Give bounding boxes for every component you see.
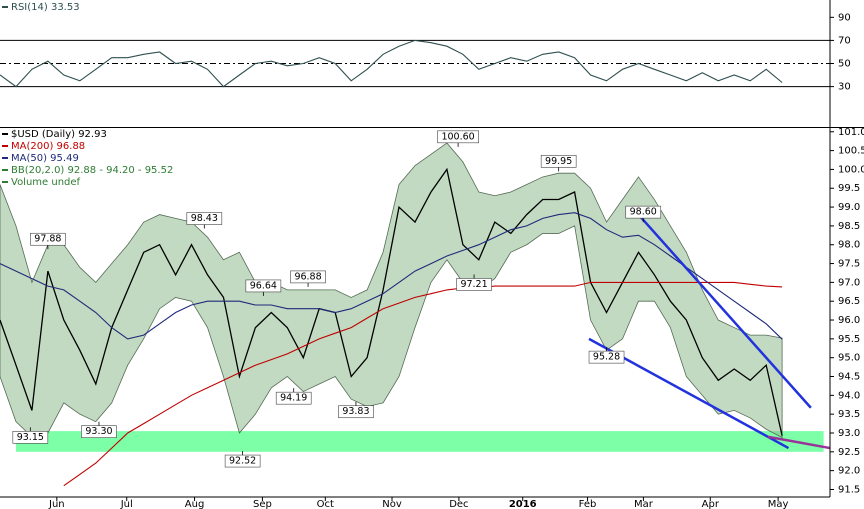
annotation-box [275, 391, 312, 405]
x-tick-label: Dec [449, 499, 468, 509]
y-tick-label: 100.0 [838, 164, 864, 175]
y-tick-label: 90 [838, 12, 851, 23]
x-tick-label: Mar [634, 499, 654, 509]
series-line [0, 212, 783, 340]
annotation-box [588, 350, 625, 364]
legend-swatch [2, 157, 8, 159]
y-tick-label: 94.5 [838, 372, 860, 383]
series-line [0, 167, 783, 436]
x-tick-label: Jul [120, 499, 133, 509]
trendline [637, 213, 812, 409]
annotation-box [625, 205, 662, 219]
series-line [0, 39, 783, 88]
annotation-box [540, 155, 577, 168]
legend-swatch [2, 169, 8, 171]
y-tick-label: 94.0 [838, 390, 860, 401]
y-tick-label: 95.5 [838, 334, 860, 345]
y-tick-label: 97.5 [838, 259, 860, 270]
annotation-box [456, 278, 492, 291]
annotation: 98.60 [630, 207, 657, 218]
annotation: 93.30 [85, 426, 112, 437]
annotation: 93.83 [342, 406, 369, 417]
annotation-box [338, 405, 374, 419]
y-tick-label: 97.0 [838, 277, 860, 288]
trendline [767, 435, 831, 450]
annotation: 95.28 [593, 352, 620, 363]
annotation: 96.88 [294, 271, 321, 282]
y-tick-label: 95.0 [838, 353, 860, 364]
y-tick-label: 50 [838, 59, 851, 70]
annotation-box [290, 270, 326, 284]
annotation-box [437, 130, 479, 144]
x-tick-label: Apr [702, 499, 720, 509]
annotation-box [186, 212, 223, 225]
series-line [63, 281, 783, 487]
y-tick-label: 92.5 [838, 447, 860, 458]
y-tick-label: 91.5 [838, 484, 860, 495]
y-tick-label: 100.5 [838, 146, 864, 157]
annotation: 100.60 [441, 131, 474, 142]
x-tick-label: Sep [253, 499, 272, 509]
y-tick-label: 101.0 [838, 127, 864, 138]
y-tick-label: 93.0 [838, 428, 860, 439]
annotation: 97.88 [34, 234, 61, 245]
y-tick-label: 99.0 [838, 202, 860, 213]
annotation: 96.64 [250, 280, 277, 291]
annotation-box [245, 279, 282, 293]
legend-entry: MA(50) 95.49 [11, 153, 79, 164]
y-tick-label: 99.5 [838, 183, 860, 194]
y-tick-label: 96.5 [838, 296, 860, 307]
y-tick-label: 92.0 [838, 466, 860, 477]
x-tick-label: Nov [382, 499, 402, 509]
y-tick-label: 98.0 [838, 240, 860, 251]
legend-entry: RSI(14) 33.53 [11, 2, 80, 13]
y-tick-label: 30 [838, 82, 851, 93]
x-tick-label: Feb [579, 499, 597, 509]
annotation: 97.21 [460, 279, 487, 290]
x-tick-label: 2016 [509, 499, 537, 509]
legend-entry: BB(20,2.0) 92.88 - 94.20 - 95.52 [11, 165, 173, 176]
x-tick-label: May [768, 499, 789, 509]
annotation: 98.43 [191, 213, 218, 224]
legend-entry: MA(200) 96.88 [11, 141, 85, 152]
annotation: 99.95 [545, 156, 572, 167]
annotation-box [224, 454, 261, 468]
x-tick-label: Oct [317, 499, 334, 509]
y-tick-label: 96.0 [838, 315, 860, 326]
legend-swatch [2, 6, 8, 8]
legend-swatch [2, 133, 8, 135]
legend-swatch [2, 181, 8, 183]
legend-entry: $USD (Daily) 92.93 [11, 129, 107, 140]
annotation-box [30, 232, 66, 246]
y-tick-label: 70 [838, 35, 851, 46]
annotation-box [12, 431, 49, 444]
x-tick-label: Aug [185, 499, 205, 509]
support-zone [15, 431, 824, 452]
y-tick-label: 98.5 [838, 221, 860, 232]
x-tick-label: Jun [48, 499, 65, 509]
annotation: 94.19 [280, 393, 307, 404]
annotation-box [81, 425, 117, 438]
legend-swatch [2, 145, 8, 147]
y-tick-label: 93.5 [838, 409, 860, 420]
annotation: 92.52 [229, 456, 256, 467]
annotation: 93.15 [17, 432, 44, 443]
legend-entry: Volume undef [11, 177, 81, 188]
